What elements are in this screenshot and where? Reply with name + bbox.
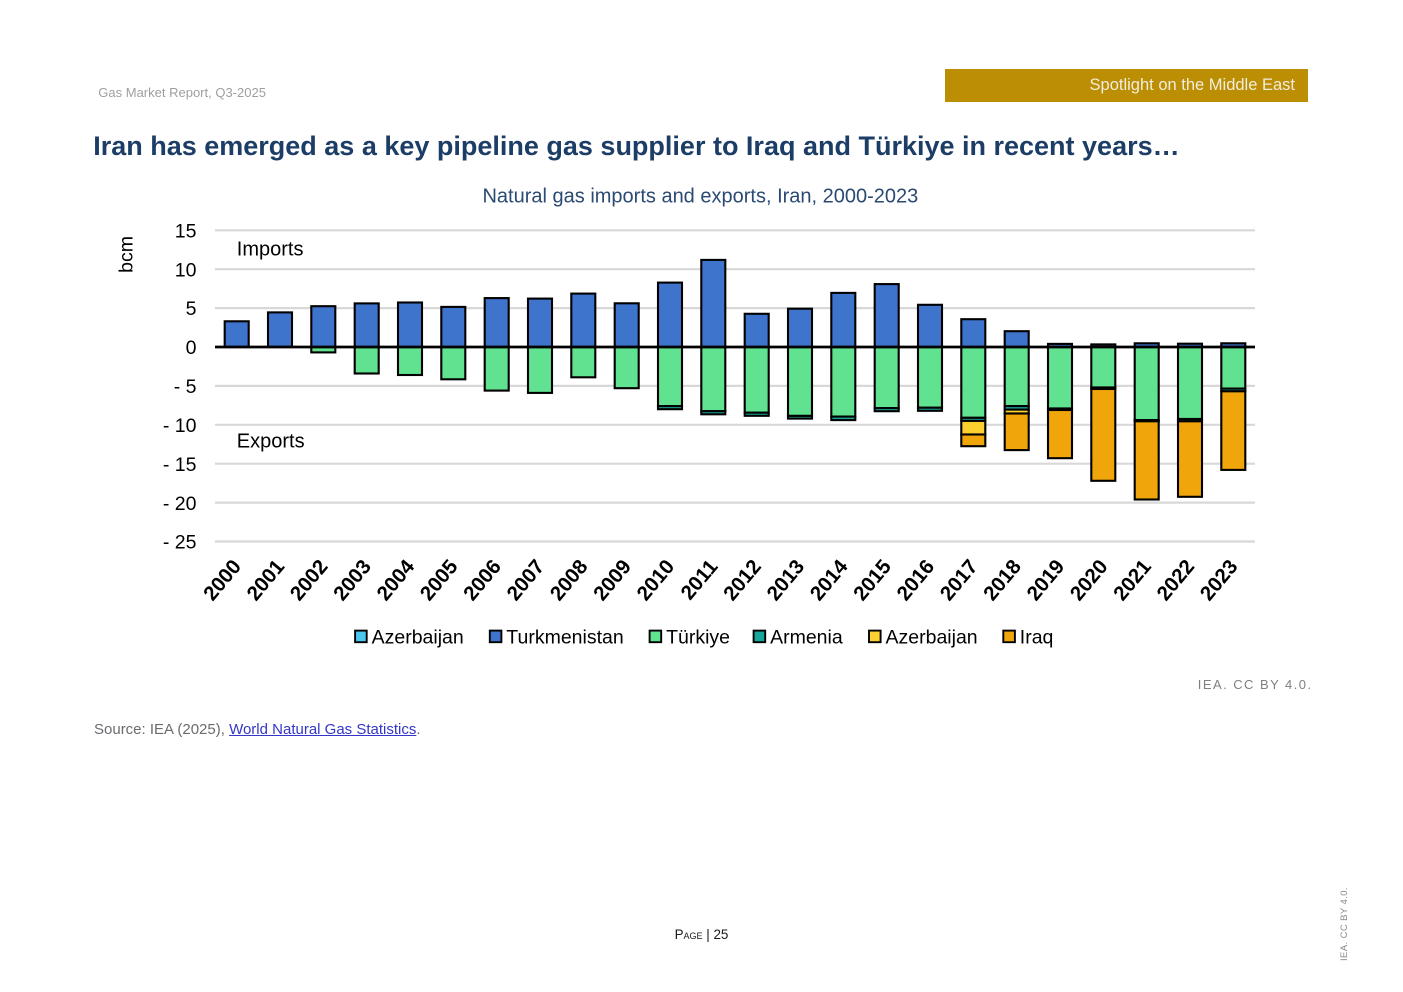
svg-text:- 25: - 25 (163, 532, 197, 554)
svg-text:2000: 2000 (199, 555, 246, 605)
svg-text:2001: 2001 (242, 555, 289, 605)
svg-text:2020: 2020 (1066, 555, 1113, 605)
svg-text:Azerbaijan: Azerbaijan (886, 627, 978, 649)
svg-text:2022: 2022 (1152, 555, 1199, 605)
svg-text:Türkiye: Türkiye (666, 627, 730, 649)
svg-text:2007: 2007 (502, 555, 549, 605)
svg-text:2014: 2014 (806, 555, 853, 605)
svg-text:Azerbaijan: Azerbaijan (372, 627, 464, 649)
svg-text:- 10: - 10 (163, 415, 197, 437)
svg-text:- 5: - 5 (174, 376, 197, 398)
svg-text:2008: 2008 (546, 555, 593, 605)
svg-text:2018: 2018 (979, 555, 1026, 605)
svg-text:Exports: Exports (237, 430, 305, 452)
svg-text:Armenia: Armenia (770, 627, 843, 649)
svg-text:10: 10 (175, 259, 197, 281)
svg-text:bcm: bcm (116, 236, 138, 273)
svg-text:Imports: Imports (237, 238, 304, 260)
svg-text:2023: 2023 (1196, 555, 1243, 605)
svg-text:15: 15 (175, 221, 197, 243)
svg-text:2006: 2006 (459, 555, 506, 605)
svg-text:Iraq: Iraq (1020, 627, 1054, 649)
svg-text:2016: 2016 (892, 555, 939, 605)
svg-text:2002: 2002 (286, 555, 333, 605)
svg-text:2003: 2003 (329, 555, 376, 605)
svg-text:5: 5 (186, 298, 197, 320)
svg-text:2019: 2019 (1022, 555, 1069, 605)
svg-text:Turkmenistan: Turkmenistan (506, 627, 623, 649)
svg-text:2013: 2013 (762, 555, 809, 605)
svg-text:- 15: - 15 (163, 454, 197, 476)
svg-text:2015: 2015 (849, 555, 896, 605)
svg-text:Natural gas imports and export: Natural gas imports and exports, Iran, 2… (482, 186, 918, 208)
svg-text:2011: 2011 (676, 555, 722, 604)
svg-text:0: 0 (186, 337, 197, 359)
svg-text:- 20: - 20 (163, 493, 197, 515)
svg-text:2005: 2005 (416, 555, 463, 605)
svg-text:2017: 2017 (936, 555, 983, 605)
svg-text:2021: 2021 (1109, 555, 1156, 605)
svg-text:2012: 2012 (719, 555, 766, 605)
svg-text:2009: 2009 (589, 555, 636, 605)
svg-text:2010: 2010 (632, 555, 679, 605)
svg-text:2004: 2004 (372, 555, 419, 605)
